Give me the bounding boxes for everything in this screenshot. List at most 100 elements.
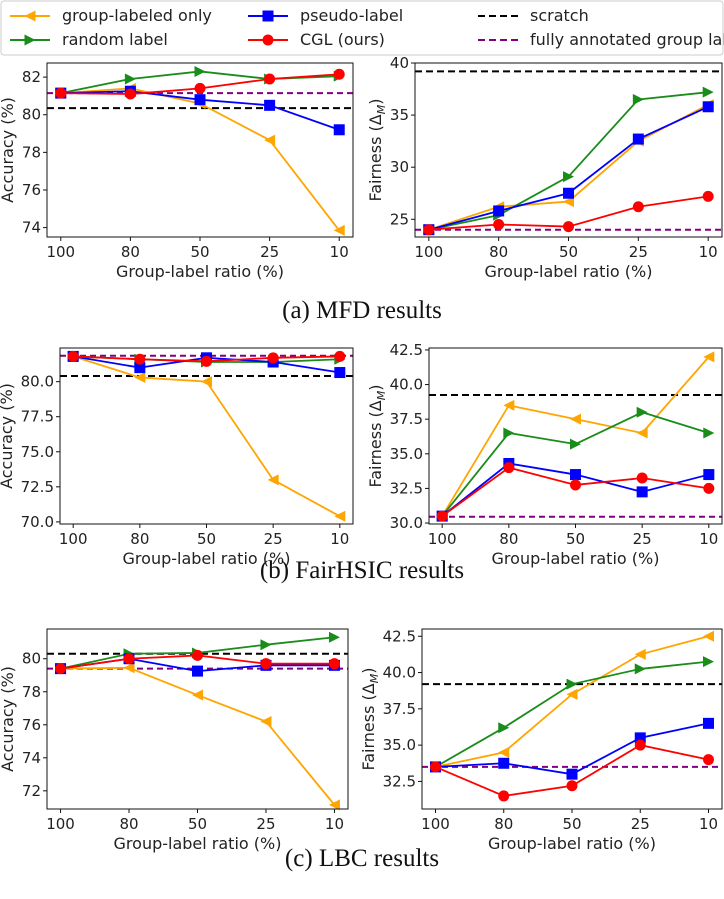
data-point <box>267 474 279 486</box>
series-cgl-ours <box>430 739 714 802</box>
x-tick-label: 100 <box>46 243 75 261</box>
legend-frame <box>0 0 724 56</box>
y-tick-label: 76 <box>22 181 41 199</box>
series-random-label <box>436 406 715 522</box>
legend: group-labeled only random label pseudo-lab… <box>0 0 724 56</box>
data-point <box>423 224 435 236</box>
data-point <box>436 510 448 522</box>
data-point <box>333 68 345 80</box>
x-tick-label: 50 <box>559 243 578 261</box>
x-tick-label: 50 <box>197 530 216 548</box>
data-point <box>503 462 515 474</box>
data-point <box>194 94 206 106</box>
data-point <box>703 482 715 494</box>
data-point <box>703 427 715 439</box>
data-point <box>498 790 510 802</box>
legend-label: fully annotated group labels <box>530 30 724 49</box>
x-axis-label: Group-label ratio (%) <box>116 262 284 281</box>
y-tick-label: 80 <box>22 650 41 668</box>
data-point <box>55 663 67 675</box>
x-axis-label: Group-label ratio (%) <box>488 834 656 853</box>
x-tick-label: 25 <box>264 530 283 548</box>
series-line <box>428 103 709 231</box>
y-tick-label: 40.0 <box>390 376 423 394</box>
y-tick-label: 42.5 <box>390 341 423 359</box>
data-point <box>703 630 714 642</box>
series-group-labeled-only <box>436 351 715 522</box>
y-tick-label: 35.0 <box>383 736 416 754</box>
data-point <box>566 768 578 780</box>
legend-marker <box>262 34 274 46</box>
x-tick-label: 80 <box>489 243 508 261</box>
y-axis-label: Fairness (ΔM) <box>366 99 388 202</box>
data-point <box>632 133 644 145</box>
data-point <box>264 73 276 85</box>
legend-item: CGL (ours) <box>248 30 385 49</box>
y-tick-label: 78 <box>22 683 41 701</box>
y-axis-label-text: ) <box>366 385 385 391</box>
series-cgl-ours <box>436 462 715 522</box>
legend-item: random label <box>10 30 168 49</box>
series-line <box>441 411 710 517</box>
legend-label: random label <box>62 30 168 49</box>
caption: (a) MFD results <box>282 297 442 324</box>
legend-marker <box>24 10 36 22</box>
data-point <box>124 88 136 100</box>
x-tick-label: 10 <box>699 530 718 548</box>
x-tick-label: 25 <box>631 815 650 833</box>
data-point <box>634 648 646 660</box>
x-tick-label: 25 <box>260 243 279 261</box>
legend-label: scratch <box>530 6 589 25</box>
y-tick-label: 75.0 <box>21 443 54 461</box>
data-point <box>636 427 648 439</box>
data-point <box>703 754 714 766</box>
data-point <box>55 87 67 99</box>
data-point <box>570 438 581 450</box>
data-point <box>134 371 146 383</box>
data-point <box>201 376 212 388</box>
series-pseudo-label <box>423 101 714 236</box>
series-line <box>428 91 709 231</box>
series-line <box>60 87 340 231</box>
y-tick-label: 30.0 <box>390 514 423 532</box>
x-tick-label: 50 <box>190 243 209 261</box>
y-axis-label-text: Fairness (Δ <box>366 400 385 487</box>
x-tick-label: 10 <box>699 243 718 261</box>
data-point <box>634 663 646 675</box>
x-tick-label: 10 <box>325 815 344 833</box>
x-tick-label: 80 <box>121 243 140 261</box>
data-point <box>260 658 272 670</box>
data-point <box>503 399 515 411</box>
y-tick-label: 40 <box>390 54 409 72</box>
data-point <box>702 86 714 98</box>
series-line <box>435 635 709 768</box>
y-tick-label: 25 <box>390 210 409 228</box>
y-tick-label: 77.5 <box>21 408 54 426</box>
data-point <box>194 65 206 77</box>
data-point <box>570 479 581 491</box>
data-point <box>333 224 345 236</box>
data-point <box>636 472 648 484</box>
data-point <box>194 82 206 94</box>
y-axis-label-subscript: M <box>375 390 388 400</box>
data-point <box>636 486 648 498</box>
data-point <box>563 171 574 183</box>
data-point <box>201 355 212 367</box>
x-tick-label: 50 <box>188 815 207 833</box>
legend-item: scratch <box>478 6 589 25</box>
legend-label: pseudo-label <box>300 6 403 25</box>
series-group-labeled-only <box>423 99 714 236</box>
y-axis-label: Accuracy (%) <box>0 383 16 489</box>
x-tick-label: 100 <box>59 530 88 548</box>
data-point <box>634 739 646 751</box>
subplot-b-left: 100 80 50 25 10 70.0 72.5 75.0 77.5 80.0 Group-lab… <box>0 347 354 568</box>
data-point <box>703 717 714 729</box>
x-tick-label: 100 <box>428 530 457 548</box>
x-tick-label: 100 <box>414 243 443 261</box>
x-tick-label: 25 <box>256 815 275 833</box>
subplot-c-right: 100 80 50 25 10 32.5 35.0 37.5 40.0 42.5 Group-lab… <box>359 627 723 853</box>
x-axis-label: Group-label ratio (%) <box>485 262 653 281</box>
data-point <box>703 469 715 481</box>
data-point <box>702 190 714 202</box>
